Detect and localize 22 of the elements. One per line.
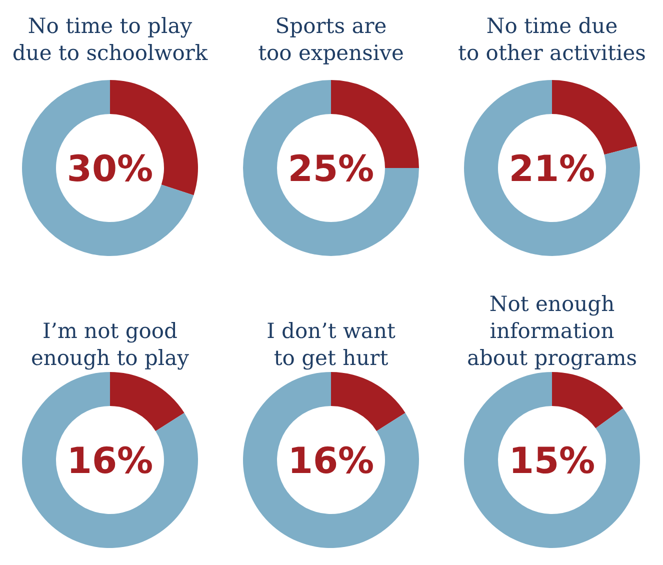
donut-slice (464, 372, 640, 548)
chart-title: Sports are too expensive (258, 14, 404, 65)
donut-slice (243, 80, 419, 256)
chart-title: No time due to other activities (458, 14, 646, 65)
chart-title: Not enough information about programs (466, 292, 638, 370)
donut-slice (331, 372, 406, 432)
chart-title: I’m not good enough to play (30, 319, 190, 370)
donut-slice (464, 80, 640, 256)
text: 21% (508, 149, 596, 190)
chart-title: No time to play due to schoolwork (12, 14, 208, 65)
text: 30% (66, 149, 154, 190)
donut-slice (110, 372, 184, 432)
donut-slice (552, 372, 624, 428)
text: 16% (66, 441, 154, 482)
text: 15% (508, 441, 596, 482)
text: 16% (288, 441, 374, 482)
text: 25% (288, 149, 374, 190)
donut-slice (22, 372, 198, 548)
donut-slice (22, 80, 194, 256)
chart-title: I don’t want to get hurt (266, 319, 396, 370)
donut-slice (243, 372, 419, 548)
donut-slice (552, 80, 638, 155)
